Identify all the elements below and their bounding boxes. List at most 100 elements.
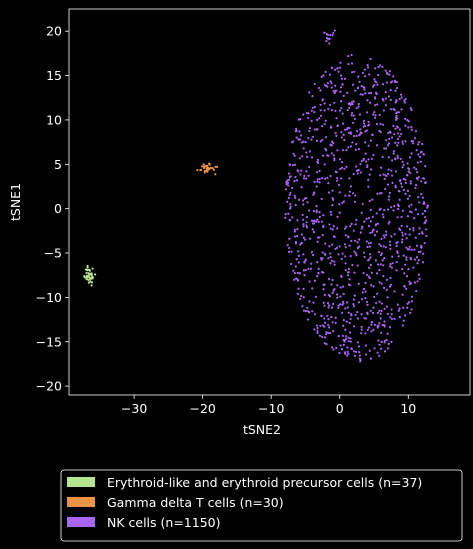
scatter-point-series-2 (399, 93, 403, 96)
scatter-point-series-2 (364, 152, 367, 155)
scatter-point-series-2 (291, 163, 295, 167)
scatter-point-series-2 (375, 92, 378, 95)
scatter-point-series-2 (345, 148, 348, 152)
scatter-point-series-2 (341, 122, 345, 125)
scatter-point-series-2 (362, 85, 365, 89)
scatter-point-series-2 (400, 185, 403, 188)
scatter-point-series-2 (315, 128, 318, 131)
scatter-point-series-2 (311, 135, 314, 138)
scatter-point-series-2 (288, 207, 292, 210)
scatter-point-series-2 (383, 341, 386, 344)
scatter-point-series-2 (416, 280, 419, 283)
scatter-point-series-2 (354, 148, 357, 151)
scatter-point-series-2 (375, 212, 378, 215)
scatter-point-series-2 (341, 311, 344, 315)
scatter-point-series-2 (418, 140, 421, 144)
scatter-point-series-2 (415, 244, 419, 247)
scatter-point-series-2 (390, 266, 393, 269)
scatter-point-series-2 (419, 250, 422, 253)
scatter-point-series-1 (205, 168, 209, 171)
scatter-point-series-2 (364, 317, 367, 320)
scatter-point-series-2 (299, 297, 302, 300)
scatter-point-series-2 (335, 117, 338, 120)
scatter-point-series-2 (308, 209, 311, 212)
scatter-point-series-2 (341, 303, 344, 306)
scatter-point-series-2 (354, 194, 357, 197)
scatter-point-series-2 (363, 88, 366, 91)
scatter-point-series-2 (364, 344, 367, 347)
x-tick-label: −30 (121, 401, 147, 416)
scatter-point-series-2 (413, 166, 416, 169)
scatter-point-series-1 (205, 166, 209, 170)
y-tick-label: −10 (36, 290, 62, 305)
scatter-point-series-2 (405, 287, 408, 290)
scatter-point-series-2 (388, 73, 391, 76)
scatter-point-series-2 (376, 83, 379, 86)
legend-swatch (67, 517, 95, 527)
scatter-point-series-2 (346, 346, 349, 349)
scatter-point-series-2 (314, 295, 318, 298)
scatter-point-series-2 (397, 141, 400, 144)
scatter-point-series-2 (306, 155, 309, 158)
scatter-point-series-2 (371, 311, 375, 315)
scatter-point-series-2 (365, 160, 368, 163)
scatter-point-series-2 (347, 146, 350, 149)
scatter-point-series-2 (407, 126, 410, 129)
scatter-point-series-2 (341, 201, 344, 204)
scatter-point-series-2 (335, 171, 338, 174)
scatter-point-series-2 (320, 197, 323, 201)
scatter-point-series-2 (316, 329, 319, 332)
scatter-point-series-2 (295, 179, 299, 182)
x-tick-label: 10 (400, 401, 416, 416)
scatter-point-series-2 (331, 196, 334, 200)
scatter-point-series-2 (335, 134, 338, 137)
scatter-point-series-2 (410, 203, 413, 206)
scatter-point-series-2 (286, 179, 289, 182)
scatter-point-series-2 (421, 261, 425, 264)
scatter-point-series-2 (317, 86, 321, 90)
scatter-point-series-2 (398, 307, 401, 310)
scatter-point-series-2 (302, 147, 305, 150)
scatter-point-series-2 (343, 77, 346, 80)
scatter-point-series-2 (398, 179, 402, 183)
scatter-point-series-2 (367, 216, 370, 220)
legend-label: Erythroid-like and erythroid precursor c… (107, 475, 422, 490)
scatter-point-series-2 (323, 293, 326, 297)
scatter-point-series-2 (330, 213, 333, 216)
scatter-point-series-2 (350, 347, 354, 351)
scatter-point-series-2 (368, 173, 371, 176)
scatter-point-series-2 (424, 165, 427, 168)
scatter-point-series-2 (328, 304, 331, 307)
scatter-point-series-2 (389, 276, 392, 279)
scatter-point-series-2 (381, 123, 385, 126)
scatter-point-series-2 (342, 133, 345, 136)
scatter-point-series-2 (366, 245, 369, 249)
scatter-point-series-2 (417, 250, 420, 253)
scatter-point-series-2 (350, 102, 354, 105)
scatter-point-series-2 (364, 281, 367, 284)
scatter-point-series-2 (305, 170, 308, 173)
scatter-point-series-2 (317, 271, 320, 275)
y-tick-label: −15 (36, 334, 62, 349)
scatter-point-series-2 (296, 292, 299, 296)
scatter-point-series-2 (323, 317, 326, 320)
scatter-point-series-1 (204, 164, 207, 168)
scatter-point-series-2 (296, 271, 300, 275)
scatter-point-series-2 (327, 257, 330, 260)
scatter-point-series-2 (320, 220, 323, 223)
scatter-point-series-2 (333, 91, 336, 95)
scatter-point-series-2 (305, 221, 308, 224)
scatter-point-series-2 (392, 75, 395, 78)
scatter-point-series-2 (379, 312, 382, 315)
scatter-point-series-2 (406, 119, 409, 122)
scatter-point-series-2 (292, 152, 295, 155)
scatter-point-series-2 (304, 140, 307, 144)
scatter-point-series-2 (382, 109, 385, 112)
scatter-point-series-2 (309, 267, 312, 270)
scatter-point-series-2 (390, 235, 393, 238)
scatter-point-series-2 (379, 253, 383, 257)
scatter-point-series-2 (330, 108, 334, 112)
scatter-point-series-2 (371, 113, 375, 116)
scatter-point-series-2 (352, 172, 355, 176)
scatter-point-series-2 (338, 191, 341, 194)
